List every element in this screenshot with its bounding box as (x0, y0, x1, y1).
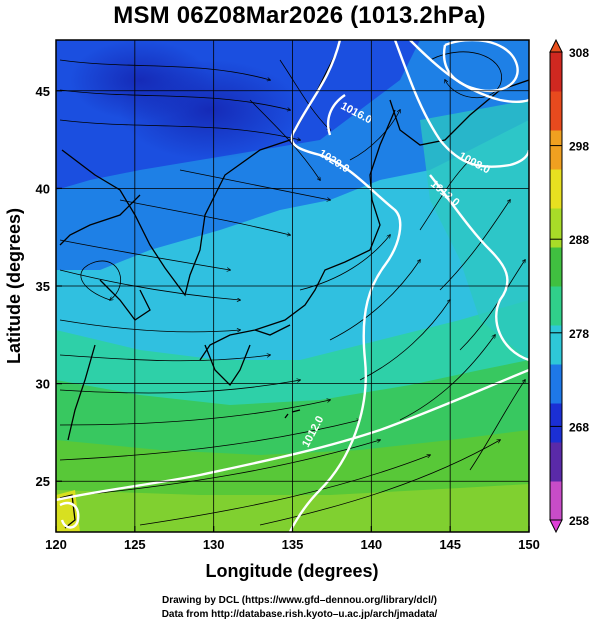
x-tick-label: 140 (360, 537, 382, 552)
x-tick-label: 135 (282, 537, 304, 552)
x-axis-ticks: 120 125 130 135 140 145 150 (45, 526, 540, 552)
x-tick-label: 145 (439, 537, 461, 552)
y-axis-label: Latitude (degrees) (4, 208, 24, 364)
colorbar-tick-label: 298 (569, 140, 589, 154)
colorbar-segment (550, 247, 562, 287)
map-title: MSM 06Z08Mar2026 (1013.2hPa) (113, 2, 486, 29)
grid-lines (56, 40, 529, 532)
x-tick-label: 120 (45, 537, 67, 552)
y-tick-label: 40 (36, 181, 50, 196)
pressure-contours (56, 40, 529, 532)
colorbar-segment (550, 403, 562, 443)
wind-streamlines (59, 51, 525, 526)
x-tick-label: 130 (203, 537, 225, 552)
y-tick-label: 35 (36, 279, 50, 294)
colorbar-segment (550, 169, 562, 209)
colorbar-segment (550, 52, 562, 92)
colorbar-tick-label: 258 (569, 514, 589, 528)
colorbar-min-arrow (549, 519, 563, 534)
colorbar-segment (550, 442, 562, 482)
colorbar-segment (550, 208, 562, 248)
colorbar-ticks: 258 268 278 288 298 308 (550, 46, 589, 528)
colorbar-segment (550, 130, 562, 170)
credit-data-source: Data from http://database.rish.kyoto–u.a… (161, 609, 438, 620)
x-axis-label: Longitude (degrees) (205, 561, 378, 581)
colorbar-segment (550, 364, 562, 404)
y-tick-label: 30 (36, 377, 50, 392)
colorbar-segment (550, 325, 562, 365)
colorbar-segment (550, 286, 562, 326)
colorbar-segment (550, 91, 562, 131)
y-tick-label: 45 (36, 84, 50, 99)
colorbar-tick-label: 288 (569, 233, 589, 247)
y-tick-label: 25 (36, 474, 50, 489)
colorbar: 258 268 278 288 298 308 (549, 38, 589, 534)
x-tick-label: 125 (124, 537, 146, 552)
y-axis-ticks: 25 30 35 40 45 (36, 84, 62, 489)
colorbar-segment (550, 481, 562, 521)
colorbar-tick-label: 308 (569, 46, 589, 60)
credit-drawing: Drawing by DCL (https://www.gfd–dennou.o… (161, 595, 437, 606)
colorbar-tick-label: 268 (569, 420, 589, 434)
x-tick-label: 150 (518, 537, 540, 552)
colorbar-max-arrow (549, 38, 563, 53)
colorbar-segments (550, 52, 562, 521)
colorbar-tick-label: 278 (569, 327, 589, 341)
